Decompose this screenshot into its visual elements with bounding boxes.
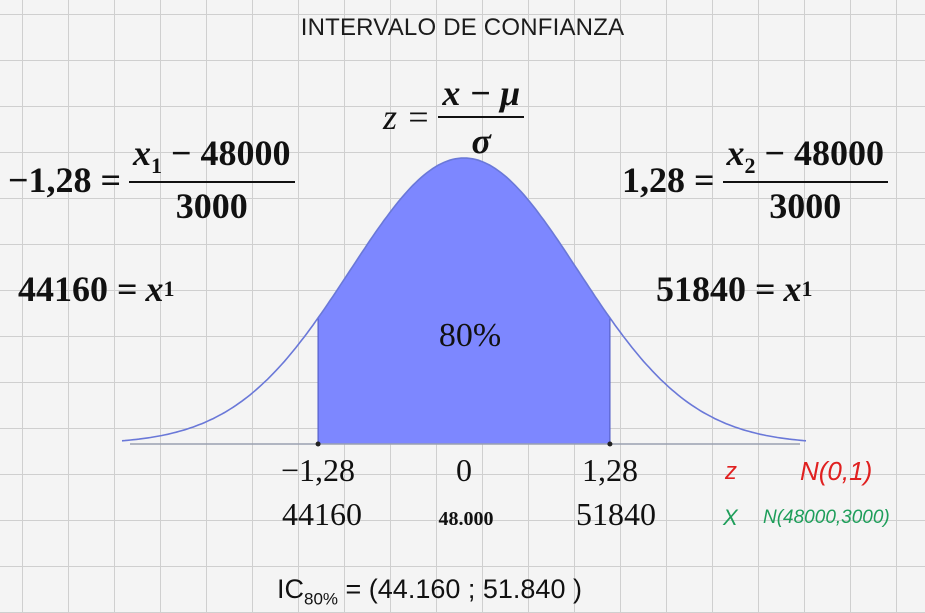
left-result-var: x [145,269,164,309]
confidence-interval: IC80% = (44.160 ; 51.840 ) [277,574,582,609]
shaded-area-80 [318,158,610,444]
x-tick-center: 48.000 [438,508,494,530]
right-equation-rest: − 48000 [755,133,885,173]
shaded-area-label: 80% [439,317,501,354]
left-result-value: 44160 = [18,269,138,309]
z-tick-left: −1,28 [280,452,356,488]
legend-z-dist: N(0,1) [800,456,873,486]
z-formula-lhs: z = [383,97,431,137]
right-result-sub: 1 [801,276,813,301]
ci-value: = (44.160 ; 51.840 ) [338,574,582,604]
z-tick-center: 0 [456,452,472,488]
page-title: INTERVALO DE CONFIANZA [300,14,625,41]
ci-prefix: IC [277,574,304,604]
left-equation-sub: 1 [151,153,163,179]
left-equation: −1,28 = x1 − 48000 3000 [8,132,295,227]
legend-x-dist: N(48000,3000) [763,507,890,528]
right-equation-var: x [726,133,745,173]
x-tick-right: 51840 [576,496,656,532]
density-curve [121,157,807,442]
legend-x-var: X [723,505,738,530]
right-equation-lhs: 1,28 = [622,159,715,200]
left-equation-denominator: 3000 [175,186,248,227]
right-equation-denominator: 3000 [769,186,842,227]
z-formula: z = x − μ σ [383,72,525,162]
z-tick-right: 1,28 [582,452,638,488]
right-result-var: x [783,269,802,309]
right-bound-point [607,441,613,447]
x-tick-left: 44160 [282,496,362,532]
left-equation-var: x [133,133,152,173]
z-formula-denominator: σ [471,121,491,161]
left-bound-point [315,441,321,447]
left-equation-lhs: −1,28 = [8,159,122,200]
right-result-value: 51840 = [656,269,776,309]
right-equation-sub: 2 [744,153,756,179]
ci-sub: 80% [304,589,339,609]
z-formula-numerator: x − μ [438,72,525,118]
left-equation-rest: − 48000 [162,133,291,173]
right-equation-numerator: x2 − 48000 [722,132,889,184]
left-result-sub: 1 [163,276,175,301]
right-equation: 1,28 = x2 − 48000 3000 [622,132,889,227]
legend-z-var: z [725,458,737,485]
left-equation-numerator: x1 − 48000 [129,132,295,184]
